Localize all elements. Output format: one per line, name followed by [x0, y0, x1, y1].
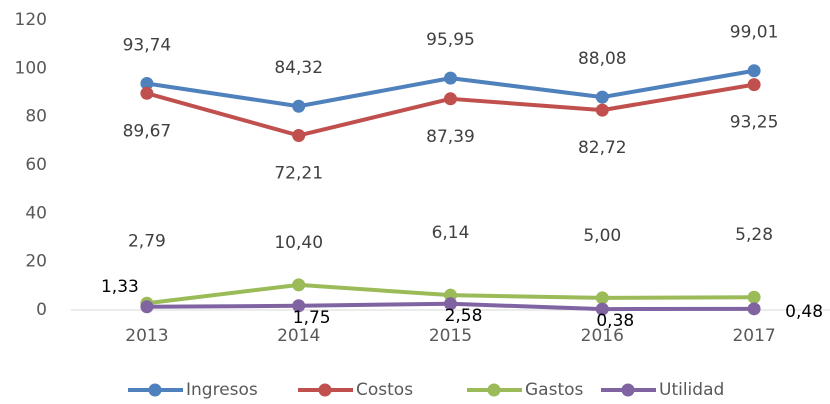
data-point: [747, 64, 761, 78]
data-point: [140, 86, 154, 100]
legend-label: Utilidad: [659, 380, 724, 400]
data-point: [747, 290, 761, 304]
data-point: [292, 299, 306, 313]
data-point: [595, 90, 609, 104]
y-tick-label: 80: [25, 107, 47, 127]
data-label: 5,00: [583, 226, 621, 246]
data-point: [747, 302, 761, 316]
legend-label: Ingresos: [186, 380, 258, 400]
y-tick-label: 60: [25, 155, 47, 175]
data-label: 88,08: [578, 49, 627, 69]
y-tick-label: 120: [15, 10, 47, 30]
legend-label: Gastos: [525, 380, 584, 400]
data-label: 0,38: [596, 311, 634, 331]
data-point: [595, 103, 609, 117]
legend-marker: [487, 383, 501, 397]
data-point: [292, 128, 306, 142]
data-label: 72,21: [274, 163, 323, 183]
data-point: [444, 297, 457, 311]
x-tick-label: 2015: [429, 326, 472, 346]
data-label: 10,40: [274, 233, 323, 253]
y-tick-label: 100: [15, 58, 47, 78]
x-tick-label: 2013: [125, 326, 168, 346]
data-label: 6,14: [432, 223, 470, 243]
data-point: [444, 92, 457, 106]
y-tick-label: 20: [25, 252, 47, 272]
data-point: [140, 76, 154, 90]
x-tick-label: 2016: [581, 326, 624, 346]
y-tick-label: 40: [25, 203, 47, 223]
legend-marker: [621, 383, 635, 397]
data-label: 5,28: [735, 225, 773, 245]
data-label: 1,75: [293, 308, 331, 328]
data-label: 82,72: [578, 138, 627, 158]
data-label: 89,67: [123, 121, 172, 141]
data-label: 93,74: [123, 35, 172, 55]
data-point: [140, 300, 154, 314]
legend-marker: [148, 383, 162, 397]
data-point: [595, 291, 609, 305]
data-label: 0,48: [785, 302, 823, 322]
legend-marker: [318, 383, 332, 397]
data-point: [747, 78, 761, 92]
data-label: 2,58: [445, 306, 483, 326]
x-tick-label: 2017: [732, 326, 775, 346]
data-label: 99,01: [730, 23, 779, 43]
data-label: 87,39: [426, 127, 475, 147]
data-point: [292, 99, 306, 113]
y-tick-label: 0: [36, 300, 47, 320]
data-point: [595, 302, 609, 316]
data-point: [292, 278, 306, 292]
data-label: 1,33: [101, 277, 139, 297]
data-label: 95,95: [426, 30, 475, 50]
data-label: 93,25: [730, 113, 779, 133]
x-tick-label: 2014: [277, 326, 320, 346]
data-label: 84,32: [274, 58, 323, 78]
data-label: 2,79: [128, 231, 166, 251]
data-point: [444, 71, 457, 85]
legend-label: Costos: [356, 380, 413, 400]
